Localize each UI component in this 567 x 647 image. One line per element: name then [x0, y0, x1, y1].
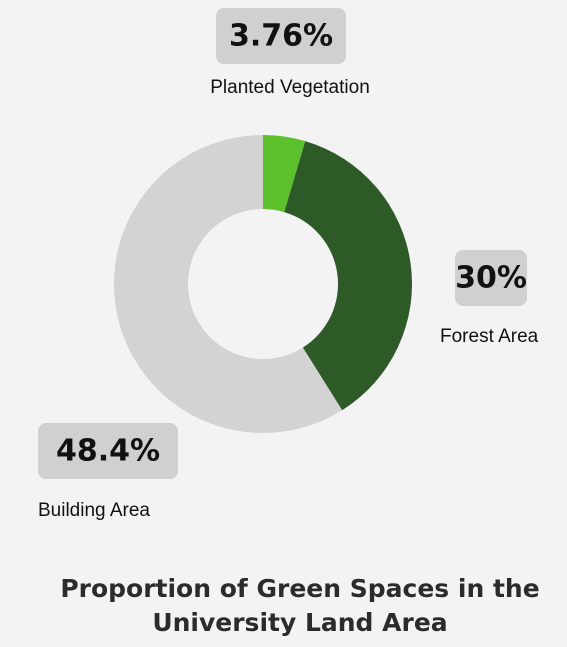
donut-slice — [284, 141, 412, 411]
category-label: Forest Area — [440, 326, 539, 347]
value-label-box — [38, 423, 178, 479]
value-label: 48.4% — [56, 434, 160, 469]
donut-slice — [263, 135, 306, 213]
value-label-box — [216, 8, 346, 64]
value-label: 3.76% — [229, 19, 333, 54]
category-label: Building Area — [38, 500, 150, 521]
value-label: 30% — [455, 261, 527, 296]
donut-slice — [113, 135, 343, 433]
chart-title: Proportion of Green Spaces in the Univer… — [60, 574, 540, 637]
value-label-box — [455, 250, 527, 306]
category-label: Planted Vegetation — [210, 77, 370, 98]
